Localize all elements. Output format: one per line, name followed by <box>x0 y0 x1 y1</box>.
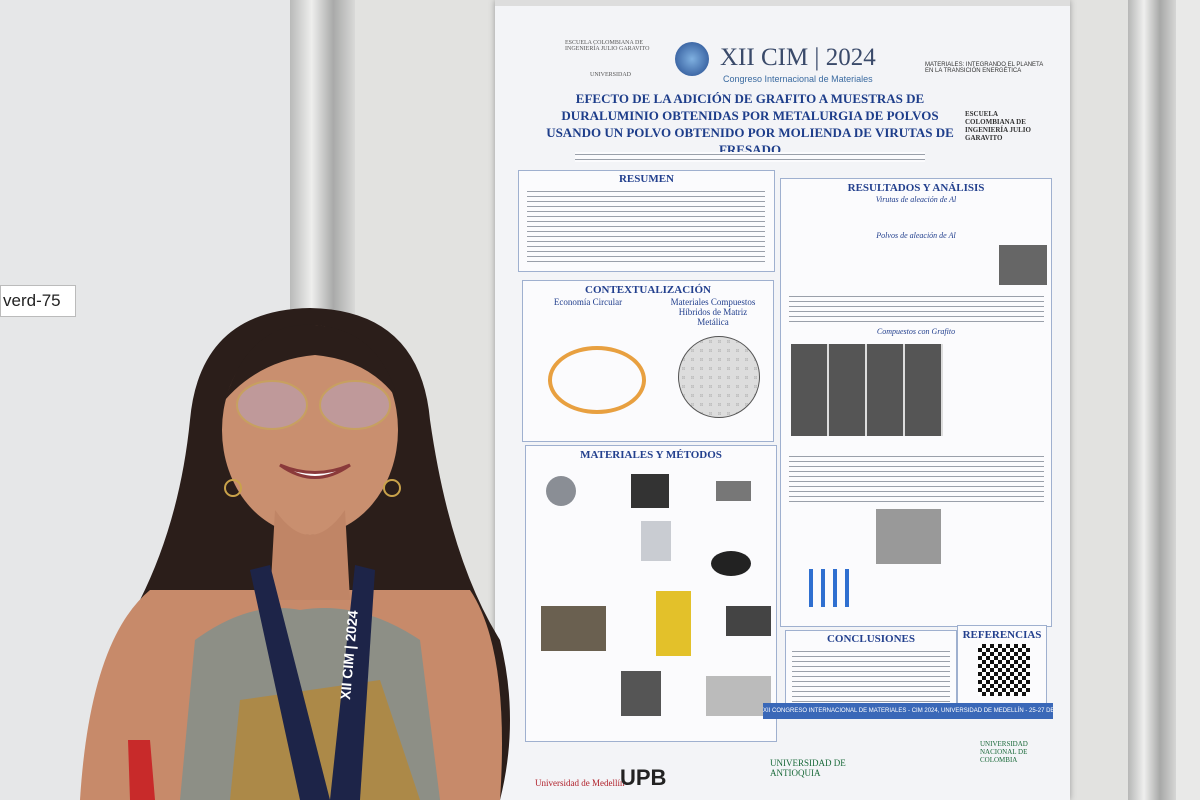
pattern <box>230 680 420 800</box>
subheading: Compuestos con Grafito <box>876 327 956 336</box>
smile <box>279 463 351 479</box>
rod <box>495 0 1070 6</box>
theme: MATERIALES: INTEGRANDO EL PLANETA EN LA … <box>925 62 1043 74</box>
section-heading: REFERENCIAS <box>962 629 1042 641</box>
earring <box>224 479 242 497</box>
event-title: XII CIM | 2024 <box>720 44 876 71</box>
section-heading: CONCLUSIONES <box>826 633 916 645</box>
poster-title: EFECTO DE LA ADICIÓN DE GRAFITO A MUESTR… <box>546 91 954 157</box>
event-sub: Congreso Internacional de Materiales <box>723 74 873 84</box>
text-block <box>789 294 1044 324</box>
text-block <box>792 649 950 704</box>
photo-equipment <box>706 676 771 716</box>
earring <box>383 479 401 497</box>
bar <box>845 569 849 607</box>
section: REFERENCIAS <box>957 625 1047 707</box>
glasses <box>319 380 391 430</box>
photo-sample <box>621 671 661 716</box>
neck <box>270 510 350 600</box>
photo-graphite <box>711 551 751 576</box>
text-block <box>527 189 765 265</box>
section-heading: RESULTADOS Y ANÁLISIS <box>847 182 985 194</box>
section: CONCLUSIONES <box>785 630 957 710</box>
wall-label: verd-75 <box>0 285 76 317</box>
authors <box>575 152 925 162</box>
text-block <box>789 454 1044 504</box>
strap <box>128 740 155 800</box>
school-sub: UNIVERSIDAD <box>590 72 631 78</box>
logo: UNIVERSIDAD DE ANTIOQUIA <box>770 758 846 778</box>
micrograph <box>876 509 941 564</box>
lanyard <box>330 565 375 800</box>
section-heading: CONTEXTUALIZACIÓN <box>585 284 711 296</box>
section: MATERIALES Y MÉTODOS <box>525 445 777 742</box>
poster: ESCUELA COLOMBIANA DE INGENIERÍA JULIO G… <box>495 0 1070 800</box>
logo: UNIVERSIDAD NACIONAL DE COLOMBIA <box>980 740 1028 764</box>
bar <box>809 569 813 607</box>
footer-banner: XII CONGRESO INTERNACIONAL DE MATERIALES… <box>763 703 1053 719</box>
section: CONTEXTUALIZACIÓN Economía Circular Mate… <box>522 280 774 442</box>
logo: Universidad de Medellín <box>535 778 625 788</box>
section-heading: MATERIALES Y MÉTODOS <box>580 449 722 461</box>
photo-mill <box>541 606 606 651</box>
event-logo <box>675 42 709 76</box>
photo-press <box>656 591 691 656</box>
cycle-diagram <box>548 346 646 414</box>
glasses <box>236 380 308 430</box>
hair-front <box>225 324 398 400</box>
bar <box>821 569 825 607</box>
photo-sample <box>546 476 576 506</box>
subheading: Economía Circular <box>553 297 623 307</box>
lanyard-text: XII CIM | 2024 <box>337 609 361 700</box>
bar <box>833 569 837 607</box>
subheading: Polvos de aleación de Al <box>876 231 956 240</box>
composite-diagram <box>678 336 760 418</box>
photo-scale <box>641 521 671 561</box>
qr-code <box>978 644 1030 696</box>
section-heading: RESUMEN <box>618 173 674 185</box>
face <box>222 325 398 535</box>
school-logo: ESCUELA COLOMBIANA DE INGENIERÍA JULIO G… <box>565 40 650 52</box>
photo-furnace <box>726 606 771 636</box>
micrograph-grid <box>791 344 943 436</box>
micrograph <box>999 245 1047 285</box>
section: RESULTADOS Y ANÁLISIS Virutas de aleació… <box>780 178 1052 627</box>
post <box>1128 0 1176 800</box>
photo-powder <box>716 481 751 501</box>
lanyard <box>250 565 330 800</box>
photo-machine <box>631 474 669 508</box>
wall-panel <box>1176 0 1200 800</box>
logo: UPB <box>620 765 667 790</box>
school-logo: ESCUELA COLOMBIANA DE INGENIERÍA JULIO G… <box>965 110 1031 142</box>
subheading: Virutas de aleación de Al <box>875 195 957 204</box>
subheading: Materiales Compuestos Híbridos de Matriz… <box>670 297 756 327</box>
section: RESUMEN <box>518 170 775 272</box>
